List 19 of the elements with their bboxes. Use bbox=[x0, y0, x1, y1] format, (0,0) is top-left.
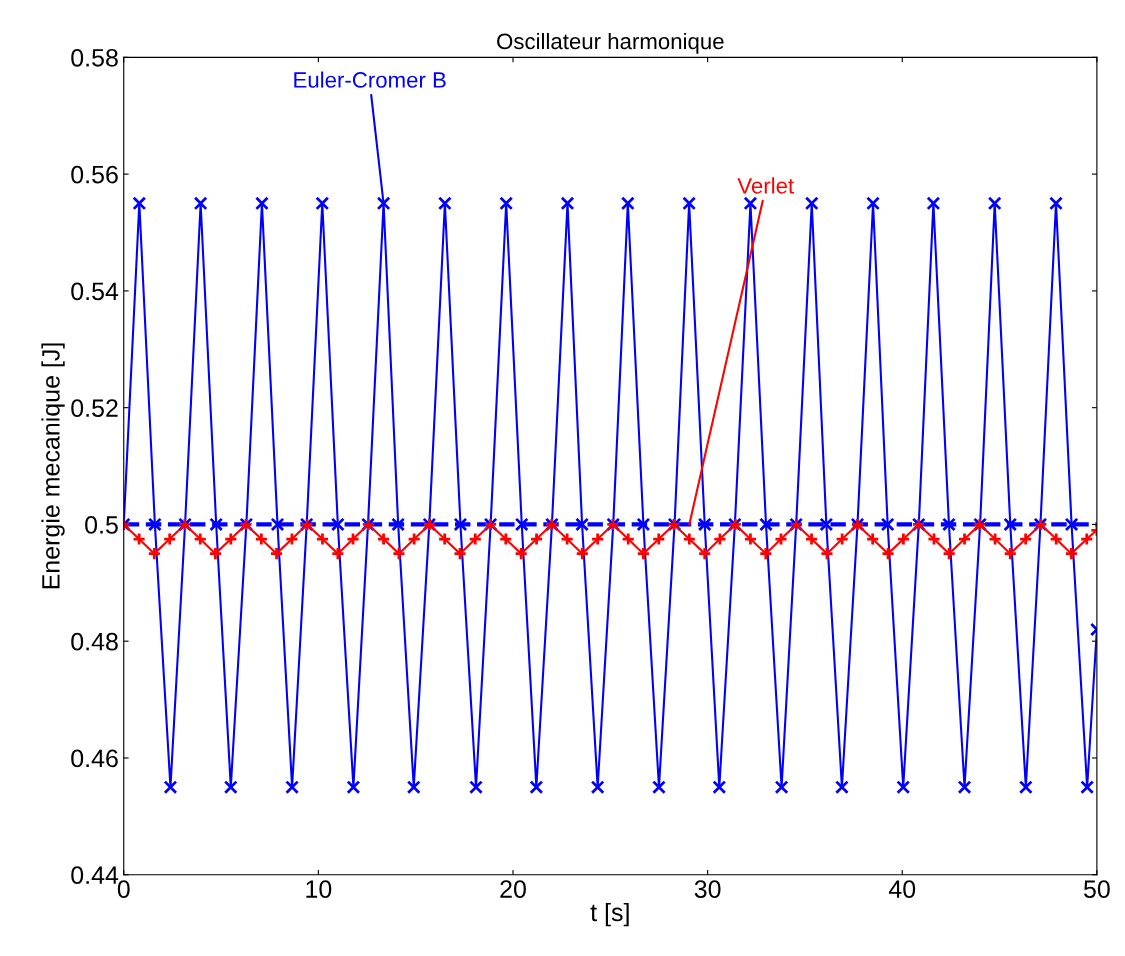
chart-title: Oscillateur harmonique bbox=[497, 32, 724, 54]
x-axis-title: t [s] bbox=[590, 902, 629, 927]
x-tick-label: 10 bbox=[306, 880, 332, 898]
y-tick-label: 0.54 bbox=[71, 282, 119, 301]
y-axis-title: Energie mecanique [J] bbox=[41, 343, 65, 589]
y-tick-label: 0.52 bbox=[71, 399, 118, 417]
y-tick-label: 0.46 bbox=[71, 749, 118, 768]
x-tick-label: 20 bbox=[500, 880, 526, 898]
annotation: Verlet bbox=[737, 177, 794, 194]
x-tick-label: 50 bbox=[1083, 880, 1110, 898]
y-tick-label: 0.48 bbox=[71, 632, 118, 651]
x-tick-label: 40 bbox=[888, 880, 916, 898]
x-tick-label: 30 bbox=[694, 880, 721, 898]
annotation: Euler-Cromer B bbox=[294, 71, 446, 88]
x-tick-label: 0 bbox=[117, 880, 130, 898]
y-tick-label: 0.5 bbox=[85, 516, 118, 534]
y-tick-label: 0.58 bbox=[71, 48, 118, 67]
y-tick-label: 0.44 bbox=[71, 866, 119, 885]
y-tick-label: 0.56 bbox=[71, 165, 118, 184]
